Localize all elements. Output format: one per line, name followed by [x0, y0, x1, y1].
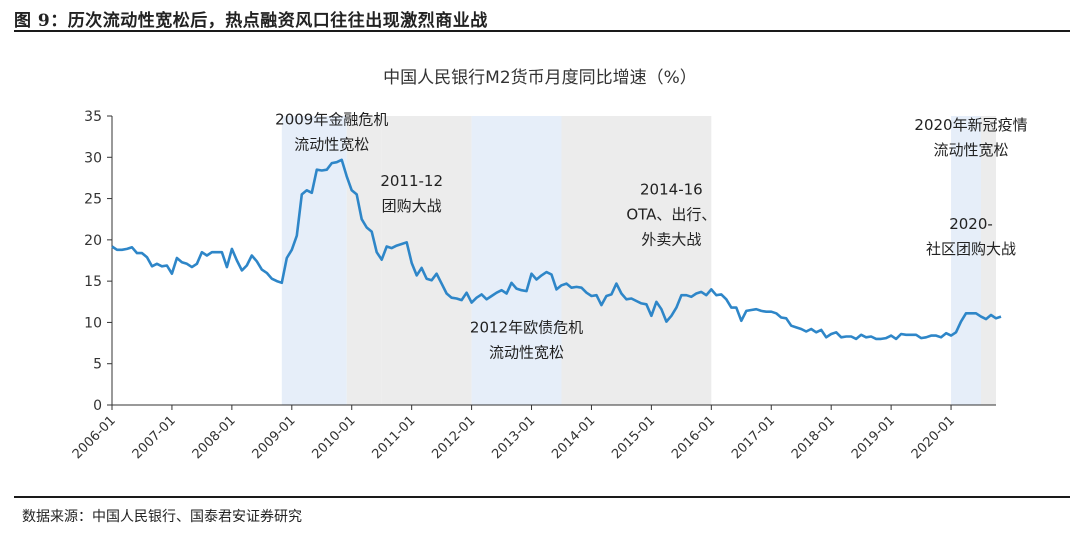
annotation-line: 2014-16 — [640, 180, 703, 198]
x-tick-label: 2012-01 — [429, 413, 478, 462]
annotation-line: 2009年金融危机 — [275, 110, 388, 128]
m2-growth-chart: 中国人民银行M2货币月度同比增速（%） 0 5 10 15 20 25 30 35 2006-0… — [70, 68, 1028, 462]
data-source: 数据来源：中国人民银行、国泰君安证券研究 — [22, 509, 302, 525]
highlight-bands — [281, 116, 996, 405]
annotation-2: 2014-16 OTA、出行、外卖大战 — [626, 180, 716, 248]
annotation-line: 2012年欧债危机 — [470, 318, 583, 336]
annotation-0: 2009年金融危机流动性宽松 — [275, 110, 388, 153]
x-tick-label: 2008-01 — [190, 413, 239, 462]
x-tick-label: 2015-01 — [609, 413, 658, 462]
annotation-line: 2011-12 — [380, 172, 443, 190]
x-tick-label: 2007-01 — [130, 413, 179, 462]
x-tick-label: 2010-01 — [310, 413, 359, 462]
y-tick-label: 10 — [84, 315, 102, 331]
x-tick-label: 2019-01 — [849, 413, 898, 462]
y-tick-label: 30 — [84, 150, 102, 166]
x-tick-label: 2017-01 — [729, 413, 778, 462]
x-tick-label: 2006-01 — [70, 413, 119, 462]
y-tick-label: 0 — [93, 398, 102, 414]
annotation-line: 流动性宽松 — [489, 343, 564, 361]
chart-container: 中国人民银行M2货币月度同比增速（%） 0 5 10 15 20 25 30 35 2006-0… — [0, 40, 1080, 492]
highlight-band-6 — [981, 116, 996, 405]
highlight-band-5 — [951, 116, 982, 405]
annotation-line: 流动性宽松 — [294, 135, 369, 153]
annotation-4: 2020年新冠疫情流动性宽松 — [914, 116, 1027, 159]
figure-title: 图 9：历次流动性宽松后，热点融资风口往往出现激烈商业战 — [14, 11, 488, 31]
source-divider — [14, 496, 1070, 498]
annotation-line: 外卖大战 — [641, 230, 701, 248]
annotation-line: 2020- — [949, 215, 993, 233]
annotation-line: 流动性宽松 — [934, 141, 1009, 159]
annotation-line: 社区团购大战 — [926, 240, 1016, 258]
x-tick-label: 2009-01 — [250, 413, 299, 462]
annotation-5: 2020- 社区团购大战 — [926, 215, 1016, 258]
chart-series — [111, 158, 1002, 341]
y-tick-label: 35 — [84, 109, 102, 125]
y-tick-label: 5 — [93, 357, 102, 373]
x-tick-label: 2020-01 — [909, 413, 958, 462]
annotation-line: OTA、出行、 — [626, 205, 716, 223]
highlight-band-3 — [471, 116, 562, 405]
x-tick-label: 2011-01 — [369, 413, 418, 462]
y-tick-label: 15 — [84, 274, 102, 290]
highlight-band-2 — [381, 116, 472, 405]
highlight-band-0 — [281, 116, 347, 405]
annotation-line: 2020年新冠疫情 — [914, 116, 1027, 134]
x-tick-label: 2018-01 — [789, 413, 838, 462]
highlight-band-4 — [561, 116, 712, 405]
annotation-3: 2012年欧债危机流动性宽松 — [470, 318, 583, 361]
chart-title: 中国人民银行M2货币月度同比增速（%） — [383, 68, 697, 88]
x-tick-label: 2016-01 — [669, 413, 718, 462]
y-tick-label: 25 — [84, 192, 102, 208]
highlight-band-1 — [346, 116, 382, 405]
annotation-line: 团购大战 — [382, 197, 442, 215]
x-tick-label: 2014-01 — [549, 413, 598, 462]
figure-header: 图 9：历次流动性宽松后，热点融资风口往往出现激烈商业战 — [14, 4, 1070, 32]
y-tick-label: 20 — [84, 233, 102, 249]
annotation-1: 2011-12 团购大战 — [380, 172, 443, 215]
m2-growth-line — [111, 158, 1002, 341]
x-tick-label: 2013-01 — [489, 413, 538, 462]
